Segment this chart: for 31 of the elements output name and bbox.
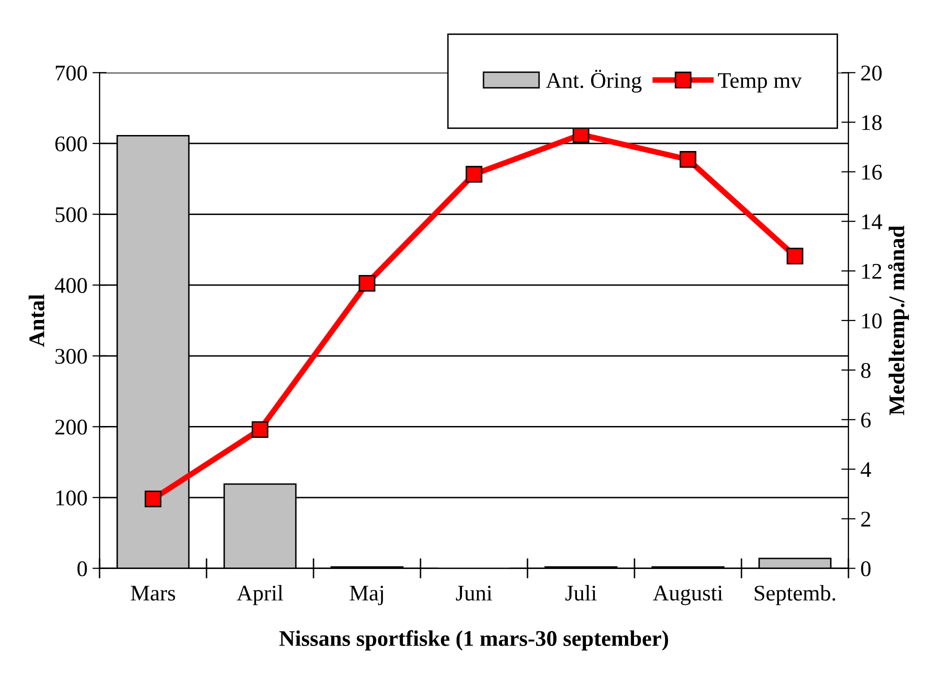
y-tick-label: 300 (55, 348, 87, 364)
y2-tick-label: 0 (861, 561, 871, 576)
x-tick-label: April (236, 584, 284, 606)
x-axis-title: Nissans sportfiske (1 mars-30 september) (279, 630, 668, 651)
y-tick-label: 200 (55, 420, 87, 435)
x-tick-label: Juni (456, 586, 492, 601)
y-tick-label: 400 (54, 278, 87, 294)
y-tick-label: 700 (56, 66, 87, 81)
y-axis-title: Antal (28, 294, 44, 347)
x-tick-label: Maj (350, 586, 383, 606)
y2-tick-label: 8 (861, 362, 871, 378)
y2-tick-label: 10 (862, 313, 882, 328)
y-tick-label: 600 (55, 136, 87, 152)
x-tick-label: Juli (565, 584, 597, 601)
y2-tick-label: 2 (861, 512, 870, 526)
y2-tick-label: 18 (862, 115, 882, 130)
legend-label: Temp mv (718, 73, 802, 93)
y2-tick-label: 4 (860, 462, 872, 477)
x-tick-label: Septemb. (754, 584, 836, 606)
y2-tick-label: 12 (862, 264, 882, 279)
y2-tick-label: 14 (862, 214, 882, 230)
y-tick-label: 500 (56, 207, 87, 222)
y2-tick-label: 6 (861, 412, 871, 428)
y-tick-label: 100 (56, 490, 87, 506)
legend-label: Ant. Öring (546, 70, 642, 93)
x-tick-label: Mars (130, 586, 176, 601)
y-tick-label: 0 (77, 561, 87, 576)
y2-axis-title: Medeltemp./ månad (888, 226, 909, 416)
x-tick-label: Augusti (653, 586, 723, 606)
y2-tick-label: 20 (861, 66, 882, 81)
y2-tick-label: 16 (862, 164, 882, 180)
